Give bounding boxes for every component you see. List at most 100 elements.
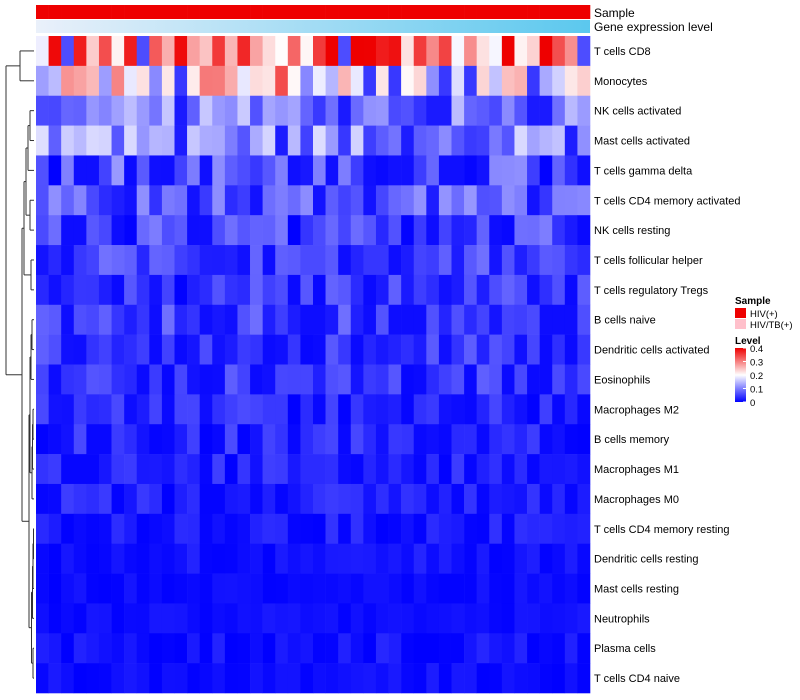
heat-cell bbox=[426, 125, 440, 156]
heat-cell bbox=[476, 663, 490, 694]
heat-cell bbox=[527, 424, 540, 455]
heat-cell bbox=[275, 513, 289, 544]
heat-cell bbox=[174, 424, 188, 455]
heat-cell bbox=[300, 155, 314, 186]
heat-cell bbox=[363, 155, 377, 186]
sample-cell bbox=[527, 5, 540, 19]
heat-cell bbox=[438, 65, 452, 97]
heat-cell bbox=[338, 65, 352, 97]
heat-cell bbox=[577, 424, 591, 455]
heat-cell bbox=[325, 513, 339, 544]
heat-cell bbox=[413, 454, 427, 485]
sample-cell bbox=[438, 5, 452, 19]
heat-cell bbox=[212, 304, 226, 335]
heat-cell bbox=[375, 185, 389, 216]
heat-cell bbox=[564, 215, 578, 246]
heat-cell bbox=[514, 65, 528, 97]
heat-cell bbox=[199, 454, 213, 485]
heat-cell bbox=[338, 245, 352, 276]
heat-cell bbox=[476, 36, 490, 67]
heat-cell bbox=[401, 95, 415, 126]
heat-cell bbox=[275, 454, 289, 485]
heat-cell bbox=[539, 245, 553, 276]
heat-cell bbox=[375, 663, 389, 694]
heat-cell bbox=[338, 215, 352, 246]
heat-cell bbox=[552, 543, 566, 574]
heat-cell bbox=[350, 304, 364, 335]
heat-cell bbox=[464, 125, 477, 156]
heat-cell bbox=[451, 36, 465, 67]
heat-cell bbox=[514, 215, 528, 246]
heat-cell bbox=[187, 155, 200, 186]
heat-cell bbox=[552, 334, 566, 365]
heat-cell bbox=[36, 543, 49, 574]
heat-cell bbox=[287, 394, 301, 425]
heat-cell bbox=[527, 245, 540, 276]
heat-cell bbox=[438, 245, 452, 276]
heat-cell bbox=[325, 185, 339, 216]
heat-cell bbox=[426, 245, 440, 276]
heat-cell bbox=[98, 483, 112, 515]
heat-cell bbox=[86, 65, 100, 97]
heat-cell bbox=[552, 573, 566, 604]
row-dendrogram bbox=[5, 50, 34, 679]
heat-cell bbox=[262, 483, 276, 515]
heat-cell bbox=[313, 304, 326, 335]
heat-cell bbox=[401, 573, 415, 604]
heat-cell bbox=[476, 185, 490, 216]
heat-cell bbox=[36, 274, 49, 306]
heat-cell bbox=[161, 125, 175, 156]
heat-cell bbox=[438, 454, 452, 485]
heat-cell bbox=[187, 215, 200, 246]
heat-cell bbox=[73, 573, 87, 604]
heat-cell bbox=[212, 603, 226, 634]
sample-cell bbox=[300, 5, 314, 19]
heat-cell bbox=[136, 274, 150, 306]
row-label: Plasma cells bbox=[594, 643, 656, 655]
heat-cell bbox=[199, 185, 213, 216]
heat-cell bbox=[401, 454, 415, 485]
heat-cell bbox=[363, 573, 377, 604]
heat-cell bbox=[98, 573, 112, 604]
heat-cell bbox=[250, 65, 263, 97]
heat-cell bbox=[224, 245, 238, 276]
heat-cell bbox=[199, 155, 213, 186]
heat-cell bbox=[350, 543, 364, 574]
heat-cell bbox=[224, 454, 238, 485]
heat-cell bbox=[514, 424, 528, 455]
heat-cell bbox=[187, 304, 200, 335]
heat-cell bbox=[224, 543, 238, 574]
heat-cell bbox=[237, 304, 251, 335]
heat-cell bbox=[501, 364, 515, 395]
heat-cell bbox=[149, 394, 163, 425]
heat-cell bbox=[287, 513, 301, 544]
heat-cell bbox=[564, 663, 578, 694]
heat-cell bbox=[476, 274, 490, 306]
heat-cell bbox=[300, 424, 314, 455]
heat-cell bbox=[350, 513, 364, 544]
heat-cell bbox=[325, 394, 339, 425]
row-label: Neutrophils bbox=[594, 613, 650, 625]
heat-cell bbox=[187, 334, 200, 365]
heat-cell bbox=[187, 245, 200, 276]
heat-cell bbox=[224, 185, 238, 216]
heat-cell bbox=[363, 36, 377, 67]
heat-cell bbox=[401, 633, 415, 664]
sample-cell bbox=[36, 5, 49, 19]
heat-cell bbox=[250, 185, 263, 216]
heat-cell bbox=[237, 125, 251, 156]
heat-cell bbox=[527, 633, 540, 664]
heat-cell bbox=[388, 125, 402, 156]
heat-cell bbox=[212, 185, 226, 216]
level-legend-title: Level bbox=[735, 336, 761, 347]
heat-cell bbox=[250, 364, 263, 395]
heat-cell bbox=[464, 633, 477, 664]
level-tick-label: 0.4 bbox=[750, 344, 763, 355]
heat-cell bbox=[199, 394, 213, 425]
heat-cell bbox=[438, 603, 452, 634]
heat-cell bbox=[174, 454, 188, 485]
heat-cell bbox=[199, 543, 213, 574]
heat-cell bbox=[61, 185, 75, 216]
heat-cell bbox=[514, 95, 528, 126]
heat-cell bbox=[426, 274, 440, 306]
